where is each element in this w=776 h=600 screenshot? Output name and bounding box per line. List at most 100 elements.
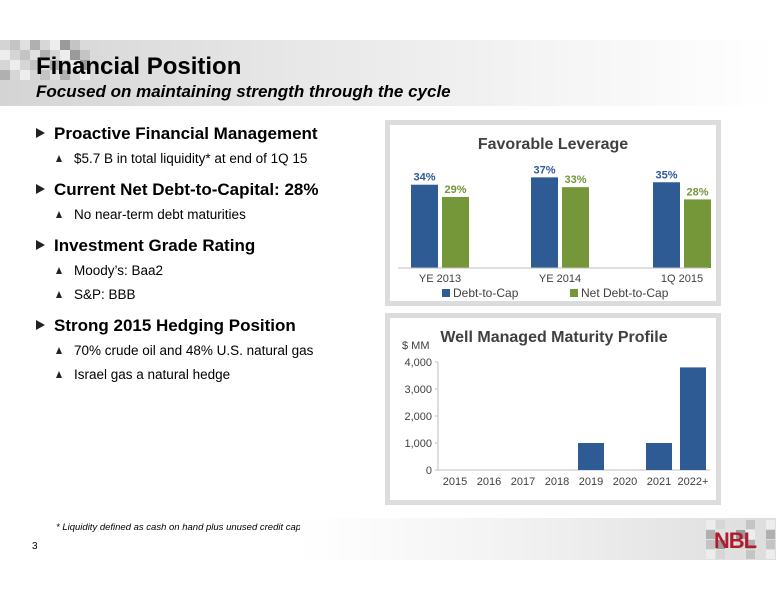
mosaic-tile [70,40,80,50]
data-label: 34% [413,172,435,184]
mosaic-tile [0,60,10,70]
maturity-chart-frame: Well Managed Maturity Profile $ MM 0 1,00… [385,313,721,505]
mosaic-tile [20,50,30,60]
mosaic-tile [40,50,50,60]
x-tick-label: YE 2013 [419,273,461,285]
bullet-label: Investment Grade Rating [54,236,256,255]
mosaic-tile [766,530,775,539]
mosaic-tile [60,40,70,50]
triangle-bullet-icon [56,291,62,298]
mosaic-tile [10,60,20,70]
chart-title: Well Managed Maturity Profile [440,329,667,346]
bullet-list: Proactive Financial Management $5.7 B in… [36,124,376,396]
arrow-bullet-icon [36,184,45,194]
x-tick-label: 2018 [545,476,569,488]
page-number: 3 [32,541,38,552]
sub-bullet-item: 70% crude oil and 48% U.S. natural gas [36,343,376,358]
mosaic-tile [736,550,745,559]
logo-mosaic-decoration [696,518,776,560]
legend-swatch [570,289,578,297]
mosaic-tile [80,70,90,80]
footnote: * Liquidity defined as cash on hand plus… [56,522,321,533]
bar-debt-to-cap [653,182,680,268]
bullet-label: Strong 2015 Hedging Position [54,316,296,335]
bar-net-debt-to-cap [684,199,711,268]
page-title: Financial Position [36,53,242,80]
x-tick-label: YE 2014 [539,273,581,285]
arrow-bullet-icon [36,320,45,330]
bullet-group: Current Net Debt-to-Capital: 28% No near… [36,180,376,222]
bullet-label: Current Net Debt-to-Capital: 28% [54,180,319,199]
mosaic-tile [20,40,30,50]
triangle-bullet-icon [56,347,62,354]
data-label: 29% [444,184,466,196]
maturity-chart-panel: Well Managed Maturity Profile $ MM 0 1,00… [390,318,716,500]
sub-bullet-item: Israel gas a natural hedge [36,367,376,382]
leverage-chart: Favorable Leverage 34% 29% YE 2013 37% 33% YE… [398,136,711,300]
y-tick-label: 1,000 [404,438,432,450]
sub-bullet-label: $5.7 B in total liquidity* at end of 1Q … [74,151,308,166]
mosaic-tile [766,550,775,559]
mosaic-tile [80,50,90,60]
triangle-bullet-icon [56,371,62,378]
sub-bullet-label: S&P: BBB [74,287,136,302]
company-logo: NBL [713,528,757,553]
sub-bullet-label: No near-term debt maturities [74,207,246,222]
mosaic-tile [766,520,775,529]
x-tick-label: 2017 [511,476,535,488]
mosaic-tile [10,40,20,50]
mosaic-tile [746,550,755,559]
legend-label: Debt-to-Cap [453,286,519,300]
triangle-bullet-icon [56,211,62,218]
mosaic-tile [706,520,715,529]
bar-debt-to-cap [531,177,558,268]
mosaic-tile [736,540,745,549]
mosaic-tile [40,70,50,80]
maturity-bar [680,367,706,470]
bullet-group: Proactive Financial Management $5.7 B in… [36,124,376,166]
mosaic-tile [70,60,80,70]
data-label: 33% [564,174,586,186]
mosaic-tile [10,70,20,80]
header-band [0,40,776,106]
data-label: 37% [533,164,555,176]
bullet-group: Investment Grade Rating Moody’s: Baa2 S&… [36,236,376,302]
y-axis-label: $ MM [402,340,430,352]
mosaic-tile [0,70,10,80]
arrow-bullet-icon [36,128,45,138]
x-tick-label: 2020 [613,476,637,488]
bullet-item: Strong 2015 Hedging Position [36,316,376,336]
bullet-item: Current Net Debt-to-Capital: 28% [36,180,376,200]
arrow-bullet-icon [36,240,45,250]
sub-bullet-item: Moody’s: Baa2 [36,263,376,278]
mosaic-tile [40,60,50,70]
mosaic-tile [716,550,725,559]
sub-bullet-item: No near-term debt maturities [36,207,376,222]
x-tick-label: 1Q 2015 [661,273,703,285]
leverage-chart-frame: Favorable Leverage 34% 29% YE 2013 37% 33% YE… [385,120,721,306]
mosaic-tile [30,50,40,60]
sub-bullet-label: Moody’s: Baa2 [74,263,164,278]
legend-swatch [442,289,450,297]
bullet-item: Investment Grade Rating [36,236,376,256]
mosaic-tile [50,40,60,50]
bar-net-debt-to-cap [562,187,589,268]
sub-bullet-label: Israel gas a natural hedge [74,367,231,382]
y-tick-label: 4,000 [404,357,432,369]
y-tick-label: 3,000 [404,384,432,396]
maturity-bar [646,443,672,470]
mosaic-tile [746,540,755,549]
mosaic-tile [30,40,40,50]
bar-debt-to-cap [411,184,438,268]
bullet-group: Strong 2015 Hedging Position 70% crude o… [36,316,376,382]
x-tick-label: 2015 [443,476,467,488]
mosaic-tile [716,530,725,539]
y-tick-label: 0 [426,465,432,477]
mosaic-tile [70,50,80,60]
sub-bullet-item: $5.7 B in total liquidity* at end of 1Q … [36,151,376,166]
mosaic-tile [80,60,90,70]
leverage-chart-panel: Favorable Leverage 34% 29% YE 2013 37% 33% YE… [390,125,716,301]
triangle-bullet-icon [56,155,62,162]
mosaic-tile [736,530,745,539]
mosaic-tile [706,550,715,559]
